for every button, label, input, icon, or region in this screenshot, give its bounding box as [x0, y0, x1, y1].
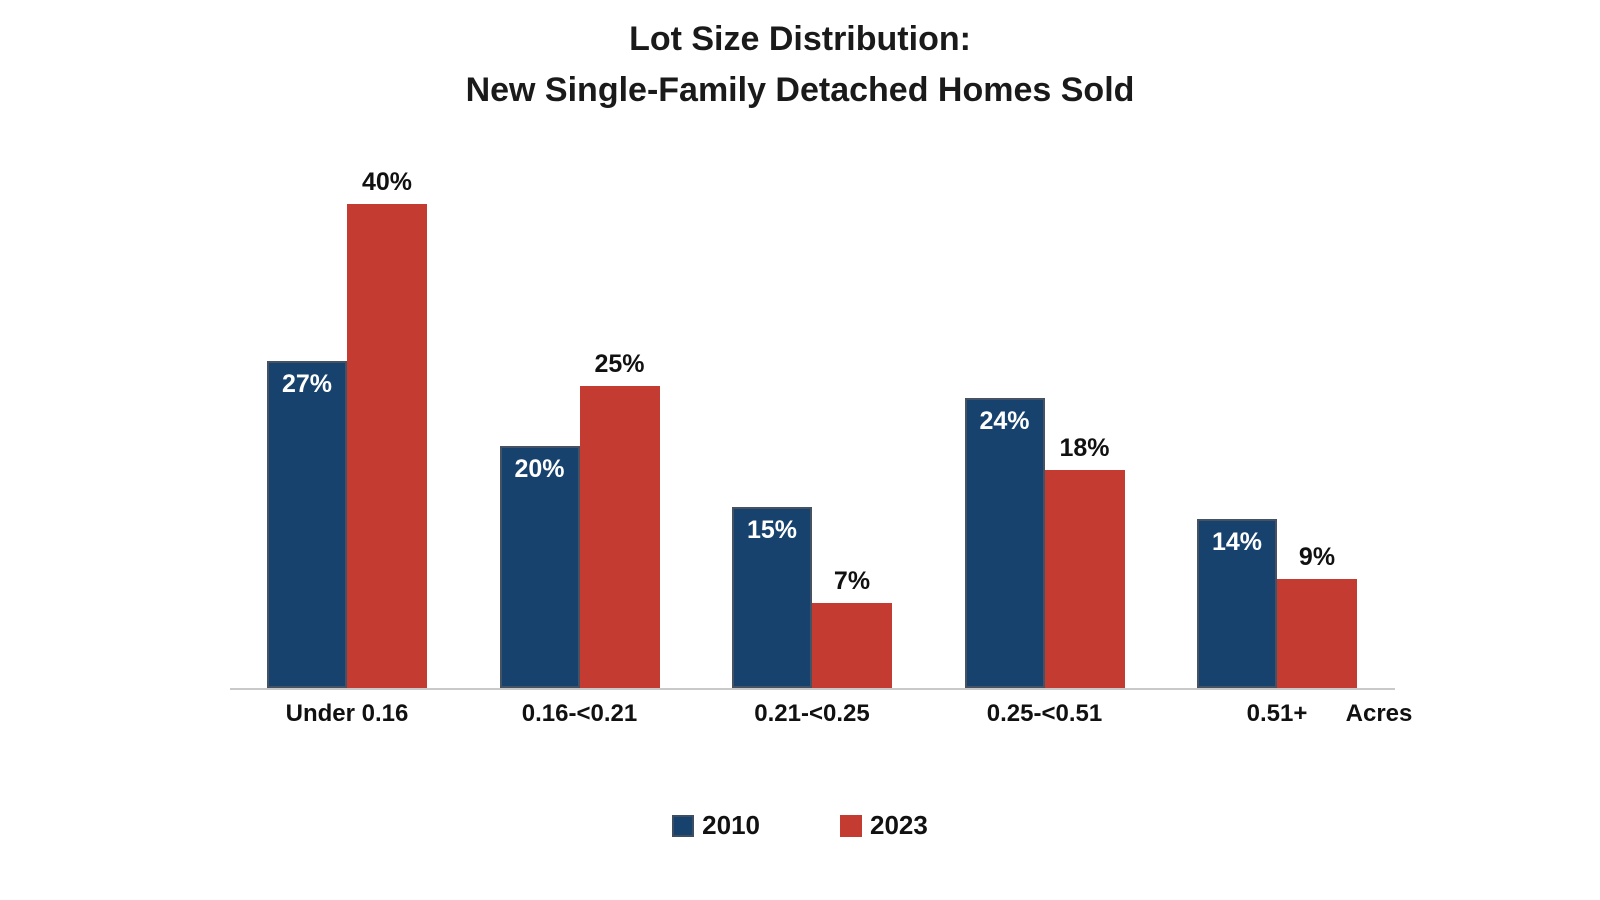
x-tick-label: 0.16-<0.21: [521, 700, 638, 727]
chart-title-line1: Lot Size Distribution:: [629, 20, 971, 58]
x-tick-label: 0.25-<0.51: [986, 700, 1103, 727]
bar-value-label-2010: 20%: [514, 455, 565, 483]
bar-2010: 14%: [1197, 519, 1277, 688]
bar-2023: 7%: [812, 567, 892, 688]
bar-value-label-2023: 18%: [1059, 434, 1110, 462]
x-axis-unit-label: Acres: [1345, 700, 1413, 727]
bar-value-label-2023: 9%: [1298, 543, 1336, 571]
bar-2010: 24%: [964, 398, 1045, 688]
legend: 2010 2023: [0, 810, 1600, 841]
bar-2010: 20%: [499, 446, 580, 688]
legend-label-2010: 2010: [702, 810, 760, 840]
x-tick-label: Under 0.16: [285, 700, 409, 727]
bar-value-label-2010: 15%: [746, 516, 798, 544]
bar-value-label-2010: 24%: [979, 407, 1030, 435]
chart-title-line2: New Single-Family Detached Homes Sold: [465, 71, 1135, 109]
bar-value-label-2010: 14%: [1211, 528, 1263, 556]
bar-value-label-2010: 27%: [281, 370, 333, 398]
bar-group: 14% 9%: [1197, 180, 1357, 688]
legend-item-2023: 2023: [840, 810, 928, 841]
bar-2023: 25%: [579, 350, 660, 688]
bar-2010: 27%: [267, 361, 347, 688]
bar-value-label-2023: 25%: [594, 350, 645, 378]
bar-value-label-2023: 40%: [361, 168, 413, 196]
legend-swatch-2010: [672, 814, 695, 837]
bar-2010: 15%: [732, 507, 812, 688]
bar-2023: 9%: [1277, 543, 1357, 688]
bar-2023: 40%: [347, 168, 427, 688]
x-tick-label: 0.21-<0.25: [754, 700, 870, 727]
bar-group: 15% 7%: [732, 180, 892, 688]
legend-label-2023: 2023: [870, 810, 928, 840]
chart-title: Lot Size Distribution: New Single-Family…: [0, 14, 1600, 116]
plot-area: 27% 40% 20% 25% 15% 7% 24% 18% 14% 9%: [230, 168, 1395, 690]
bar-value-label-2023: 7%: [833, 567, 871, 595]
x-axis-tick-labels: Under 0.16 0.16-<0.21 0.21-<0.25 0.25-<0.51…: [230, 700, 1395, 734]
x-tick-label: 0.51+: [1246, 700, 1308, 727]
bar-group: 20% 25%: [499, 180, 660, 688]
bar-group: 27% 40%: [267, 168, 427, 688]
bar-group: 24% 18%: [964, 180, 1125, 688]
legend-item-2010: 2010: [672, 810, 760, 841]
bar-2023: 18%: [1044, 434, 1125, 688]
legend-swatch-2023: [840, 814, 862, 837]
